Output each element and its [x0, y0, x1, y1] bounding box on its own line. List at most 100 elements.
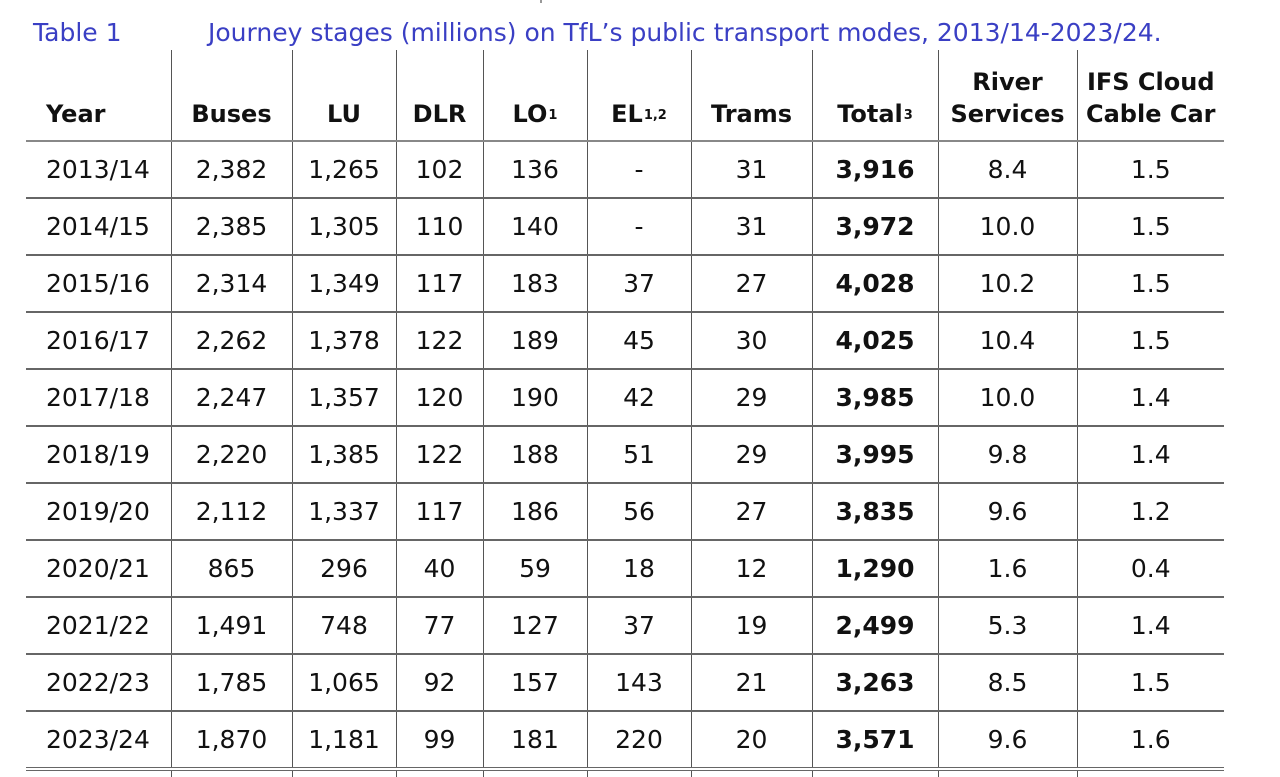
cell-buses: 2,112 — [170, 482, 292, 540]
cell-el: 42 — [586, 368, 691, 426]
header-line-2: Buses — [172, 98, 292, 130]
table-row: 2014/15 2,385 1,305 110 140-31 3,972 10.0 1.5 — [26, 197, 1224, 255]
cell-empty — [395, 769, 483, 777]
cell-lu: 1,349 — [291, 254, 396, 312]
cell-services: 9.6 — [937, 710, 1077, 771]
cell-empty — [586, 769, 691, 777]
footnote-marker: 1 — [548, 108, 558, 123]
cell-cable-car: 1.4 — [1076, 368, 1224, 426]
cell-dlr: 117 — [395, 482, 483, 540]
column-header-services: River Services — [937, 50, 1077, 142]
cell-services: 8.5 — [937, 653, 1077, 711]
header-line-2: Year — [46, 98, 171, 130]
cell-lo: 188 — [482, 425, 587, 483]
cell-el: 143 — [586, 653, 691, 711]
table-body: 2013/14 2,382 1,265 102 136-31 3,916 8.4 1.5 201… — [26, 141, 1224, 777]
cell-lu: 1,385 — [291, 425, 396, 483]
cell-year: 2023/24 — [26, 710, 171, 771]
cell-empty — [291, 769, 396, 777]
header-line-2: Total3 — [813, 98, 938, 130]
column-header-dlr: DLR — [395, 50, 483, 142]
cell-year: 2018/19 — [26, 425, 171, 483]
cell-services: 10.2 — [937, 254, 1077, 312]
cell-el: 37 — [586, 254, 691, 312]
header-text: Cable Car — [1086, 100, 1216, 128]
cell-dlr: 99 — [395, 710, 483, 771]
cell-trams: 12 — [690, 539, 812, 597]
cell-buses: 2,314 — [170, 254, 292, 312]
cell-trams: 31 — [690, 141, 812, 198]
cell-empty — [170, 769, 292, 777]
header-row: Year Buses LU DLR LO1 EL1,2 Trams Total3 River Se… — [26, 50, 1224, 142]
cell-buses: 2,385 — [170, 197, 292, 255]
header-line-2: Trams — [692, 98, 812, 130]
header-line-2: EL1,2 — [588, 98, 691, 130]
cell-lo: 59 — [482, 539, 587, 597]
cell-cable-car: 1.5 — [1076, 653, 1224, 711]
cell-trams: 19 — [690, 596, 812, 654]
header-line-2: LU — [293, 98, 396, 130]
cell-year: 2022/23 — [26, 653, 171, 711]
header-text: EL — [611, 100, 643, 128]
cell-cable-car: 1.4 — [1076, 596, 1224, 654]
column-header-buses: Buses — [170, 50, 292, 142]
cell-services: 9.8 — [937, 425, 1077, 483]
cell-dlr: 92 — [395, 653, 483, 711]
cell-lo: 186 — [482, 482, 587, 540]
cell-lu: 748 — [291, 596, 396, 654]
cell-lu: 296 — [291, 539, 396, 597]
cell-el: 56 — [586, 482, 691, 540]
cell-trams: 27 — [690, 482, 812, 540]
header-line-1: IFS Cloud — [1086, 68, 1215, 96]
cell-dlr: 122 — [395, 311, 483, 369]
header-line-2: Services — [939, 98, 1077, 130]
cell-trams: 29 — [690, 368, 812, 426]
cell-lo: 181 — [482, 710, 587, 771]
cell-total: 3,972 — [811, 197, 938, 255]
cell-total: 3,995 — [811, 425, 938, 483]
cell-el: 37 — [586, 596, 691, 654]
cell-buses: 1,491 — [170, 596, 292, 654]
cell-empty — [1076, 769, 1224, 777]
cell-dlr: 110 — [395, 197, 483, 255]
cell-year: 2016/17 — [26, 311, 171, 369]
cell-cable-car: 1.4 — [1076, 425, 1224, 483]
header-text: LU — [327, 100, 361, 128]
cell-year: 2014/15 — [26, 197, 171, 255]
table-title: Journey stages (millions) on TfL’s publi… — [208, 18, 1162, 47]
cell-empty — [937, 769, 1077, 777]
header-line-2: DLR — [397, 98, 483, 130]
cell-total: 3,916 — [811, 141, 938, 198]
cell-buses: 1,870 — [170, 710, 292, 771]
cell-total: 4,028 — [811, 254, 938, 312]
header-text: LO — [512, 100, 548, 128]
cell-year: 2021/22 — [26, 596, 171, 654]
cell-services: 9.6 — [937, 482, 1077, 540]
cell-lu: 1,357 — [291, 368, 396, 426]
cell-buses: 1,785 — [170, 653, 292, 711]
cell-buses: 2,220 — [170, 425, 292, 483]
cell-empty — [811, 769, 938, 777]
cell-lu: 1,265 — [291, 141, 396, 198]
cell-services: 8.4 — [937, 141, 1077, 198]
cell-dlr: 122 — [395, 425, 483, 483]
cell-cable-car: 1.2 — [1076, 482, 1224, 540]
cell-el: - — [586, 141, 691, 198]
cell-buses: 865 — [170, 539, 292, 597]
table-row: 2015/16 2,314 1,349 117 183 37 27 4,028 10.2 1.5 — [26, 254, 1224, 312]
column-header-total: Total3 — [811, 50, 938, 142]
cell-el: 45 — [586, 311, 691, 369]
cell-el: 51 — [586, 425, 691, 483]
cell-total: 2,499 — [811, 596, 938, 654]
cell-lo: 140 — [482, 197, 587, 255]
cell-el: 220 — [586, 710, 691, 771]
header-text: Year — [46, 100, 106, 128]
cell-total: 4,025 — [811, 311, 938, 369]
cell-trams: 30 — [690, 311, 812, 369]
cell-lu: 1,305 — [291, 197, 396, 255]
cell-buses: 2,262 — [170, 311, 292, 369]
table-row: 2017/18 2,247 1,357 120 190 42 29 3,985 10.0 1.4 — [26, 368, 1224, 426]
cell-lu: 1,065 — [291, 653, 396, 711]
cell-year: 2015/16 — [26, 254, 171, 312]
header-text: DLR — [412, 100, 467, 128]
